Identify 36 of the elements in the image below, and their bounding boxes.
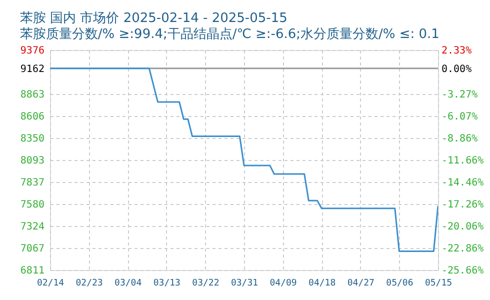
y-tick-label: 8350 [20,134,44,144]
line-series [50,68,438,252]
y2-tick-label: -25.66% [442,266,484,276]
y2-tick-label: 2.33% [442,46,472,56]
y2-tick-label: -20.06% [442,221,484,232]
y-tick-label: 8863 [20,90,44,100]
x-tick-label: 02/14 [36,278,64,288]
y-tick-label: 9162 [20,64,44,75]
y-tick-label: 8606 [20,112,44,123]
y-tick-label: 7837 [20,178,44,188]
x-tick-label: 02/23 [76,278,103,288]
y2-tick-label: -22.86% [442,243,484,254]
y2-tick-label: -17.26% [442,199,484,210]
y-tick-label: 8093 [20,156,44,167]
y-tick-label: 7067 [20,244,44,255]
x-tick-label: 03/31 [230,278,258,288]
y2-tick-label: -11.66% [442,155,484,166]
x-tick-label: 03/13 [153,278,180,288]
x-tick-label: 04/18 [308,278,336,288]
x-tick-label: 03/22 [192,278,220,288]
y-tick-label: 9376 [20,46,44,56]
y-tick-label: 6811 [20,266,44,276]
x-tick-label: 05/15 [424,278,452,288]
y2-tick-label: 0.00% [442,64,472,75]
x-tick-label: 04/09 [270,278,297,288]
y2-tick-label: -8.86% [442,133,478,144]
x-tick-label: 03/04 [114,278,142,288]
chart-subtitle: 苯胺质量分数/% ≥:99.4;干品结晶点/℃ ≥:-6.6;水分质量分数/% ≤: 0.1 [20,27,440,42]
y2-tick-label: -14.46% [442,177,484,188]
y-tick-label: 7580 [20,200,44,211]
y2-tick-label: -6.07% [442,112,478,123]
x-tick-label: 05/06 [386,278,414,288]
y2-tick-label: -3.27% [442,90,478,101]
x-tick-label: 04/27 [347,278,374,288]
chart-title: 苯胺 国内 市场价 2025-02-14 - 2025-05-15 [20,11,288,26]
y-tick-label: 7324 [20,222,44,232]
